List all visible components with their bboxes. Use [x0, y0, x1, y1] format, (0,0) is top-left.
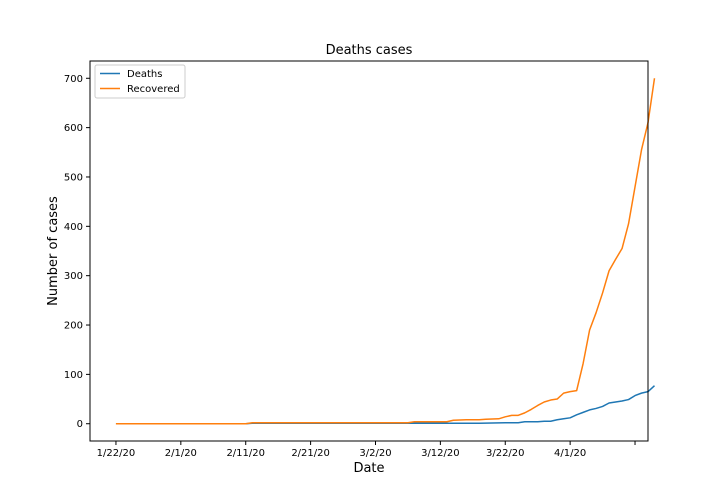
x-tick-label: 2/11/20 — [226, 448, 265, 459]
x-axis-label: Date — [353, 461, 384, 476]
y-tick-label: 200 — [64, 321, 83, 332]
y-axis-label: Number of cases — [46, 196, 61, 306]
x-tick-label: 3/12/20 — [421, 448, 460, 459]
legend-label-recovered: Recovered — [127, 84, 180, 95]
plot-frame — [89, 60, 649, 442]
y-tick-label: 600 — [64, 123, 83, 134]
y-tick-label: 100 — [64, 370, 83, 381]
tick-layer: 0 100 200 300 400 500 600 700 1/22/20 2/1/20 2/11/… — [64, 74, 636, 459]
plot-area — [90, 61, 648, 441]
y-tick-label: 0 — [77, 419, 83, 430]
x-tick-label: 3/2/20 — [359, 448, 391, 459]
x-tick-label: 2/1/20 — [165, 448, 197, 459]
x-tick-label: 4/1/20 — [554, 448, 586, 459]
x-tick-label: 2/21/20 — [291, 448, 330, 459]
chart-title: Deaths cases — [326, 43, 413, 58]
series-layer — [115, 78, 656, 425]
y-tick-label: 700 — [64, 74, 83, 85]
legend-label-deaths: Deaths — [127, 69, 162, 80]
legend: Deaths Recovered — [94, 64, 186, 99]
series-line-recovered — [115, 78, 656, 425]
y-tick-label: 400 — [64, 222, 83, 233]
series-line-deaths — [115, 385, 655, 425]
y-tick-label: 500 — [64, 172, 83, 183]
x-tick-label: 3/22/20 — [486, 448, 525, 459]
x-tick-label: 1/22/20 — [97, 448, 136, 459]
y-tick-label: 300 — [64, 271, 83, 282]
